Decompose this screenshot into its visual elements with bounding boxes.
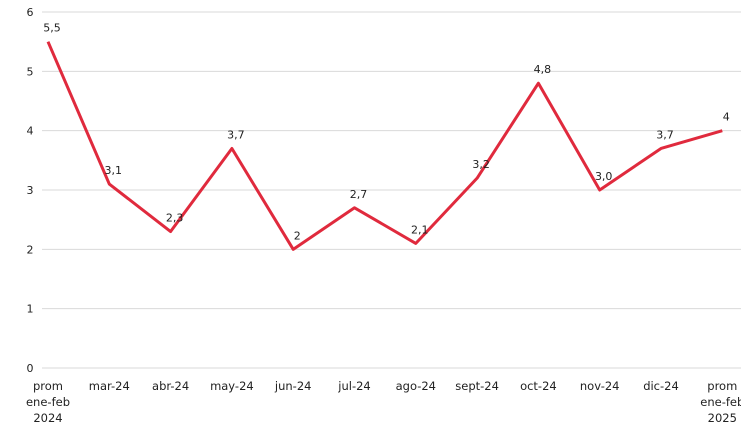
y-tick-label: 6 xyxy=(27,6,34,19)
x-tick-label: dic-24 xyxy=(643,379,679,393)
x-tick-label: oct-24 xyxy=(520,379,557,393)
y-tick-label: 1 xyxy=(27,303,34,316)
x-tick-label: abr-24 xyxy=(152,379,190,393)
data-label: 2,3 xyxy=(166,212,184,225)
y-tick-label: 4 xyxy=(27,125,34,138)
x-tick-label: mar-24 xyxy=(88,379,130,393)
data-label: 4,8 xyxy=(534,63,552,76)
x-tick-label: may-24 xyxy=(210,379,254,393)
data-label: 2,7 xyxy=(350,188,368,201)
data-label: 3,7 xyxy=(656,128,674,141)
data-label: 4 xyxy=(723,111,730,124)
x-tick-label: prom ene-feb 2025 xyxy=(700,379,741,425)
data-label: 3,2 xyxy=(472,158,490,171)
x-tick-label: sept-24 xyxy=(455,379,499,393)
y-tick-label: 3 xyxy=(27,184,34,197)
x-tick-label: ago-24 xyxy=(395,379,436,393)
data-label: 3,7 xyxy=(227,128,245,141)
line xyxy=(46,41,723,251)
x-tick-label: jul-24 xyxy=(338,379,371,393)
data-label: 3,0 xyxy=(595,170,613,183)
y-tick-label: 0 xyxy=(27,362,34,375)
data-label: 2 xyxy=(294,229,301,242)
x-tick-label: nov-24 xyxy=(579,379,620,393)
data-label: 3,1 xyxy=(105,164,123,177)
data-label: 2,1 xyxy=(411,223,429,236)
y-tick-label: 5 xyxy=(27,65,34,78)
x-tick-label: prom ene-feb 2024 xyxy=(25,379,70,425)
x-tick-label: jun-24 xyxy=(274,379,312,393)
data-label: 5,5 xyxy=(43,22,61,35)
y-tick-label: 2 xyxy=(27,243,34,256)
